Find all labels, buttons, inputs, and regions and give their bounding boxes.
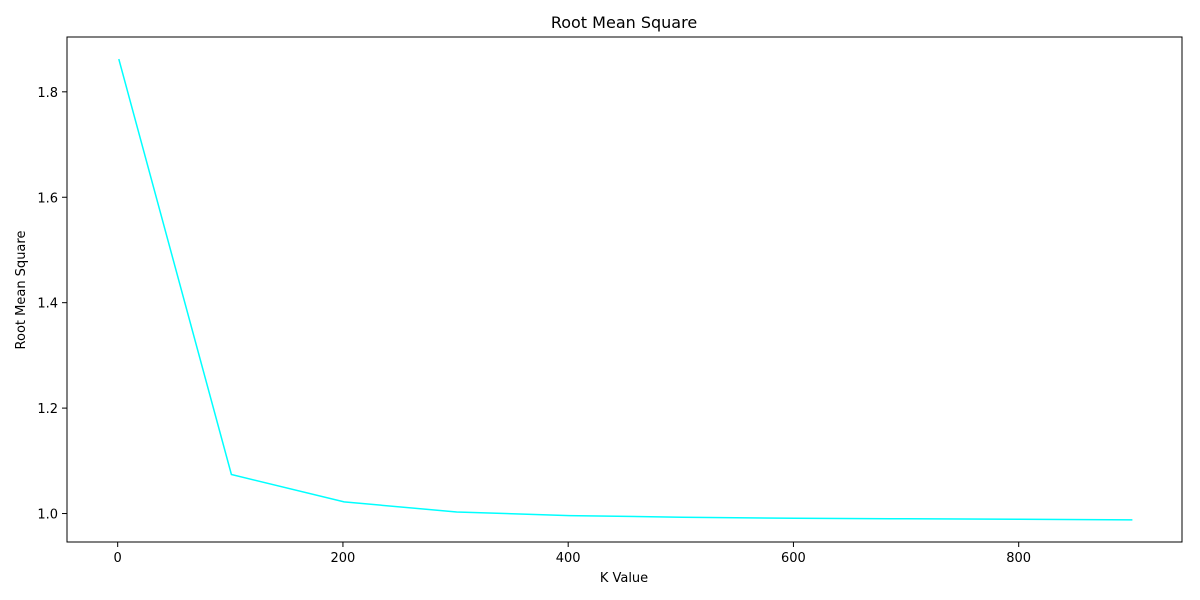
plot-area (67, 37, 1182, 542)
y-tick-label: 1.8 (37, 86, 58, 101)
x-tick-label: 0 (114, 551, 122, 566)
y-axis-label: Root Mean Square (14, 231, 29, 350)
x-tick-label: 800 (1006, 551, 1031, 566)
series-line (118, 58, 1133, 521)
x-tick-label: 200 (331, 551, 356, 566)
x-tick-label: 600 (781, 551, 806, 566)
y-tick-label: 1.2 (37, 402, 58, 417)
x-tick-label: 400 (556, 551, 581, 566)
series-layer (118, 58, 1133, 521)
y-tick-label: 1.6 (37, 191, 58, 206)
y-tick-label: 1.0 (37, 508, 58, 523)
y-tick-label: 1.4 (37, 297, 58, 312)
x-axis-ticks: 0 200 400 600 800 (114, 542, 1031, 566)
x-axis-label: K Value (600, 571, 648, 586)
y-axis-ticks: 1.0 1.2 1.4 1.6 1.8 (37, 86, 67, 523)
chart-title: Root Mean Square (551, 13, 697, 32)
plot-frame (66, 36, 1183, 543)
